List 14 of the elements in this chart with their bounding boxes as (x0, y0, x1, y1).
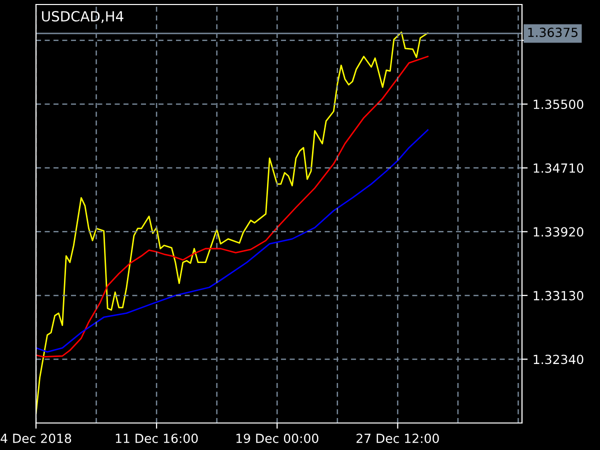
chart-title: USDCAD,H4 (42, 11, 124, 23)
ref-line-label: 1.36375 (528, 28, 578, 38)
y-tick-label: 1.33920 (534, 227, 584, 237)
line-series (36, 32, 429, 414)
line-series (36, 56, 429, 358)
y-tick-label: 1.34710 (534, 163, 584, 173)
x-tick-label: 11 Dec 16:00 (116, 434, 198, 444)
y-tick-label: 1.33130 (534, 290, 584, 300)
y-tick-label: 1.32340 (534, 354, 584, 364)
y-tick-label: 1.35500 (534, 100, 584, 110)
x-tick-label: 27 Dec 12:00 (356, 434, 439, 444)
line-series (36, 129, 429, 353)
x-tick-label: 4 Dec 2018 (0, 434, 72, 444)
x-tick-label: 19 Dec 00:00 (236, 434, 318, 444)
